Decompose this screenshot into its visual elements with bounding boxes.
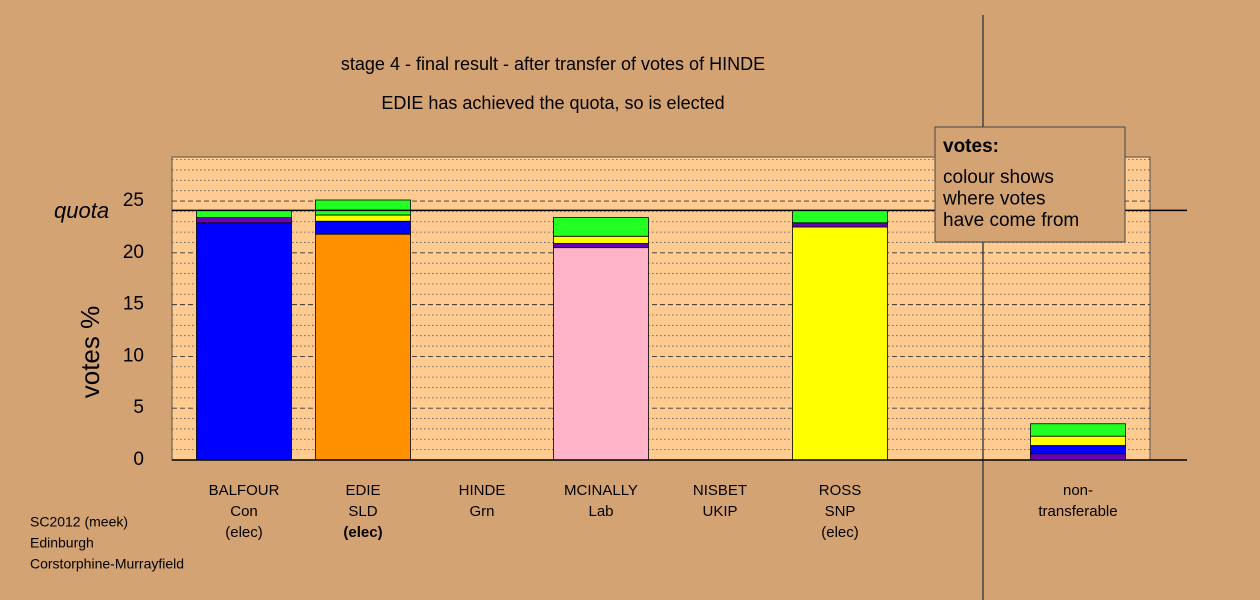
note-line: have come from [943,210,1079,231]
bar-segment [792,209,888,224]
footer-line: Corstorphine-Murrayfield [30,556,184,572]
candidate-name: non-transferable [1038,482,1118,520]
party-name: Grn [469,503,495,520]
candidate-name: EDIE [345,482,381,499]
candidate-name: BALFOUR [208,482,280,499]
x-label: HINDE Grn [432,480,532,522]
bar-segment [553,235,649,244]
status-label: (elec) [821,524,859,541]
candidate-name: MCINALLY [564,482,638,499]
y-tick-label: 15 [123,294,144,315]
bar-segment [792,226,888,461]
candidate-name: ROSS [818,482,862,499]
y-tick-label: 25 [123,190,144,211]
party-name: Con [230,503,258,520]
bar-segment [196,217,292,224]
candidate-name: HINDE [458,482,506,499]
status-label: (elec) [225,524,263,541]
note-box [934,126,1126,243]
x-label: MCINALLY Lab [551,480,651,522]
bar-segment [553,247,649,461]
bar-segment [315,214,411,222]
note-line: where votes [942,189,1045,210]
quota-label: quota [54,198,109,223]
footer-line: SC2012 (meek) [30,514,128,530]
party-name: Lab [588,503,614,520]
y-tick-label: 20 [123,242,144,263]
bar-segment [315,233,411,461]
party-name: SNP [824,503,856,520]
chart-subtitle: EDIE has achieved the quota, so is elect… [381,93,724,113]
bar-segment [315,199,411,216]
chart-title: stage 4 - final result - after transfer … [341,54,765,74]
bar-segment [1030,435,1126,446]
party-name: SLD [348,503,378,520]
footer-line: Edinburgh [30,535,94,551]
y-tick-label: 10 [123,345,144,366]
bar-segment [553,217,649,237]
y-axis-label: votes % [75,306,105,399]
bar-segment [792,222,888,228]
bar-segment [1030,445,1126,455]
x-label: non-transferable [1028,480,1128,522]
y-tick-label: 5 [133,397,144,418]
party-name: UKIP [702,503,738,520]
x-label: BALFOUR Con (elec) [194,480,294,543]
bar-segment [553,243,649,249]
bar-segment [1030,423,1126,437]
bar-segment [196,209,292,219]
x-label: ROSS SNP (elec) [790,480,890,543]
bar-segment [1030,453,1126,461]
x-label: NISBET UKIP [670,480,770,522]
y-tick-label: 0 [133,449,144,470]
candidate-name: NISBET [692,482,748,499]
note-line: colour shows [943,167,1054,188]
x-label: EDIE SLD (elec) [313,480,413,543]
bar-segment [315,220,411,235]
status-label: (elec) [343,524,383,541]
bar-segment [196,222,292,461]
note-title: votes: [943,136,999,157]
